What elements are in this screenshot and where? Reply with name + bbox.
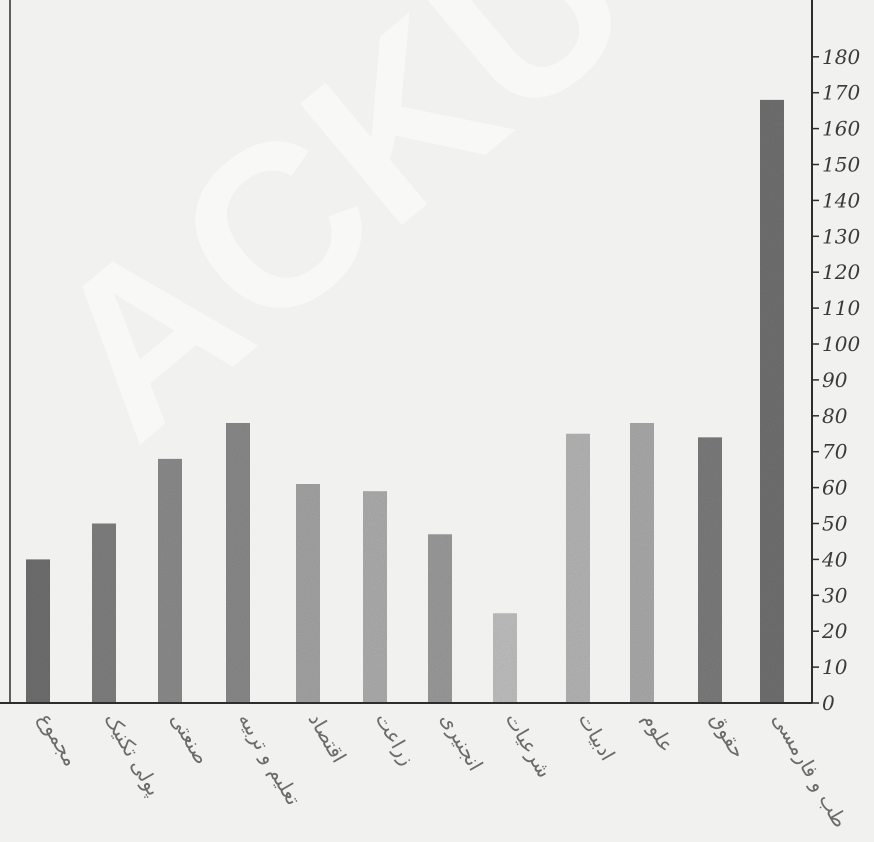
y-tick-label: 100 <box>822 332 860 356</box>
y-tick-label: 80 <box>822 404 848 428</box>
y-tick-label: 130 <box>822 224 860 248</box>
y-axis-ticks: 0 10 20 30 40 50 60 70 80 90 100 110 120 130 140 150 160… <box>812 45 860 715</box>
y-tick-label: 160 <box>822 117 860 141</box>
bar-9 <box>226 422 250 703</box>
y-tick-label: 180 <box>822 45 860 69</box>
y-tick-label: 0 <box>822 691 835 715</box>
y-tick-label: 120 <box>822 260 860 284</box>
bars-group <box>26 99 784 703</box>
bar-2 <box>698 437 722 703</box>
y-tick-label: 140 <box>822 188 860 212</box>
y-tick-label: 150 <box>822 153 860 177</box>
y-tick-label: 60 <box>822 476 848 500</box>
bar-1 <box>760 99 784 703</box>
bar-6 <box>428 534 452 703</box>
y-tick-label: 70 <box>822 440 848 464</box>
y-tick-label: 90 <box>822 368 848 392</box>
y-tick-label: 30 <box>822 583 848 607</box>
bar-8 <box>296 484 320 703</box>
y-tick-label: 50 <box>822 512 848 536</box>
bar-10 <box>158 458 182 703</box>
bar-5 <box>493 613 517 703</box>
bar-4 <box>566 433 590 703</box>
bar-3 <box>630 422 654 703</box>
bar-7 <box>363 491 387 703</box>
y-tick-label: 40 <box>821 547 848 571</box>
bar-11 <box>92 523 116 703</box>
y-tick-label: 110 <box>822 296 860 320</box>
bar-12 <box>26 559 50 703</box>
y-tick-label: 170 <box>822 81 860 105</box>
y-tick-label: 20 <box>821 619 848 643</box>
y-tick-label: 10 <box>822 655 848 679</box>
